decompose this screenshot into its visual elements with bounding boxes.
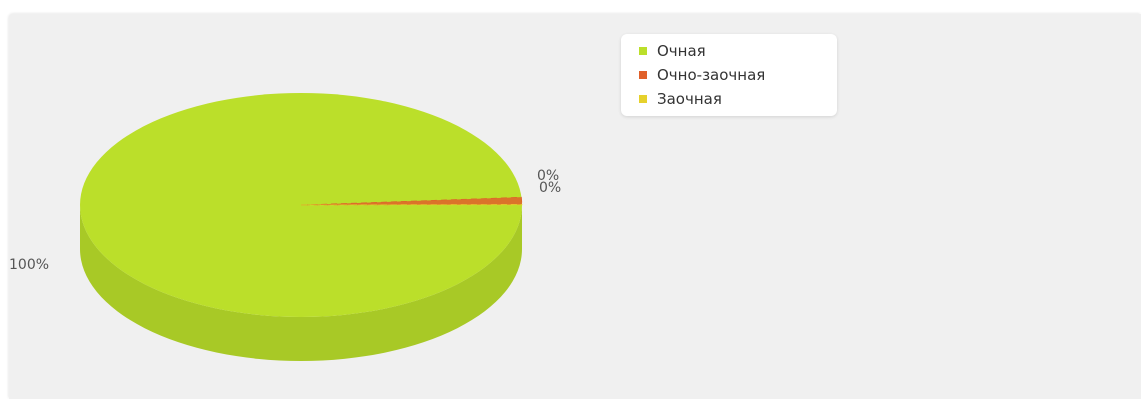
legend-item-ochno-zaochnaya[interactable]: Очно-заочная: [639, 66, 765, 84]
legend-label: Заочная: [657, 90, 722, 108]
pie-label-ochnaya: 100%: [9, 257, 49, 273]
pie-slice-zaochnaya[interactable]: [300, 204, 523, 206]
legend-item-ochnaya[interactable]: Очная: [639, 42, 706, 60]
chart-legend: Очная Очно-заочная Заочная: [621, 34, 837, 116]
pie-slice-ochno-zaochnaya[interactable]: [300, 196, 523, 206]
legend-label: Очно-заочная: [657, 66, 766, 84]
legend-swatch: [639, 71, 647, 79]
legend-item-zaochnaya[interactable]: Заочная: [639, 90, 722, 108]
legend-swatch: [639, 47, 647, 55]
pie-group: [80, 93, 523, 361]
legend-swatch: [639, 95, 647, 103]
pie-labels: 100% 0%0%: [9, 168, 561, 273]
pie-label-ochno-zaochnaya: 0%: [537, 168, 559, 184]
legend-label: Очная: [657, 42, 706, 60]
pie-label-zaochnaya: 0%: [539, 180, 561, 196]
pie-slice-side-ochnaya: [80, 205, 522, 361]
